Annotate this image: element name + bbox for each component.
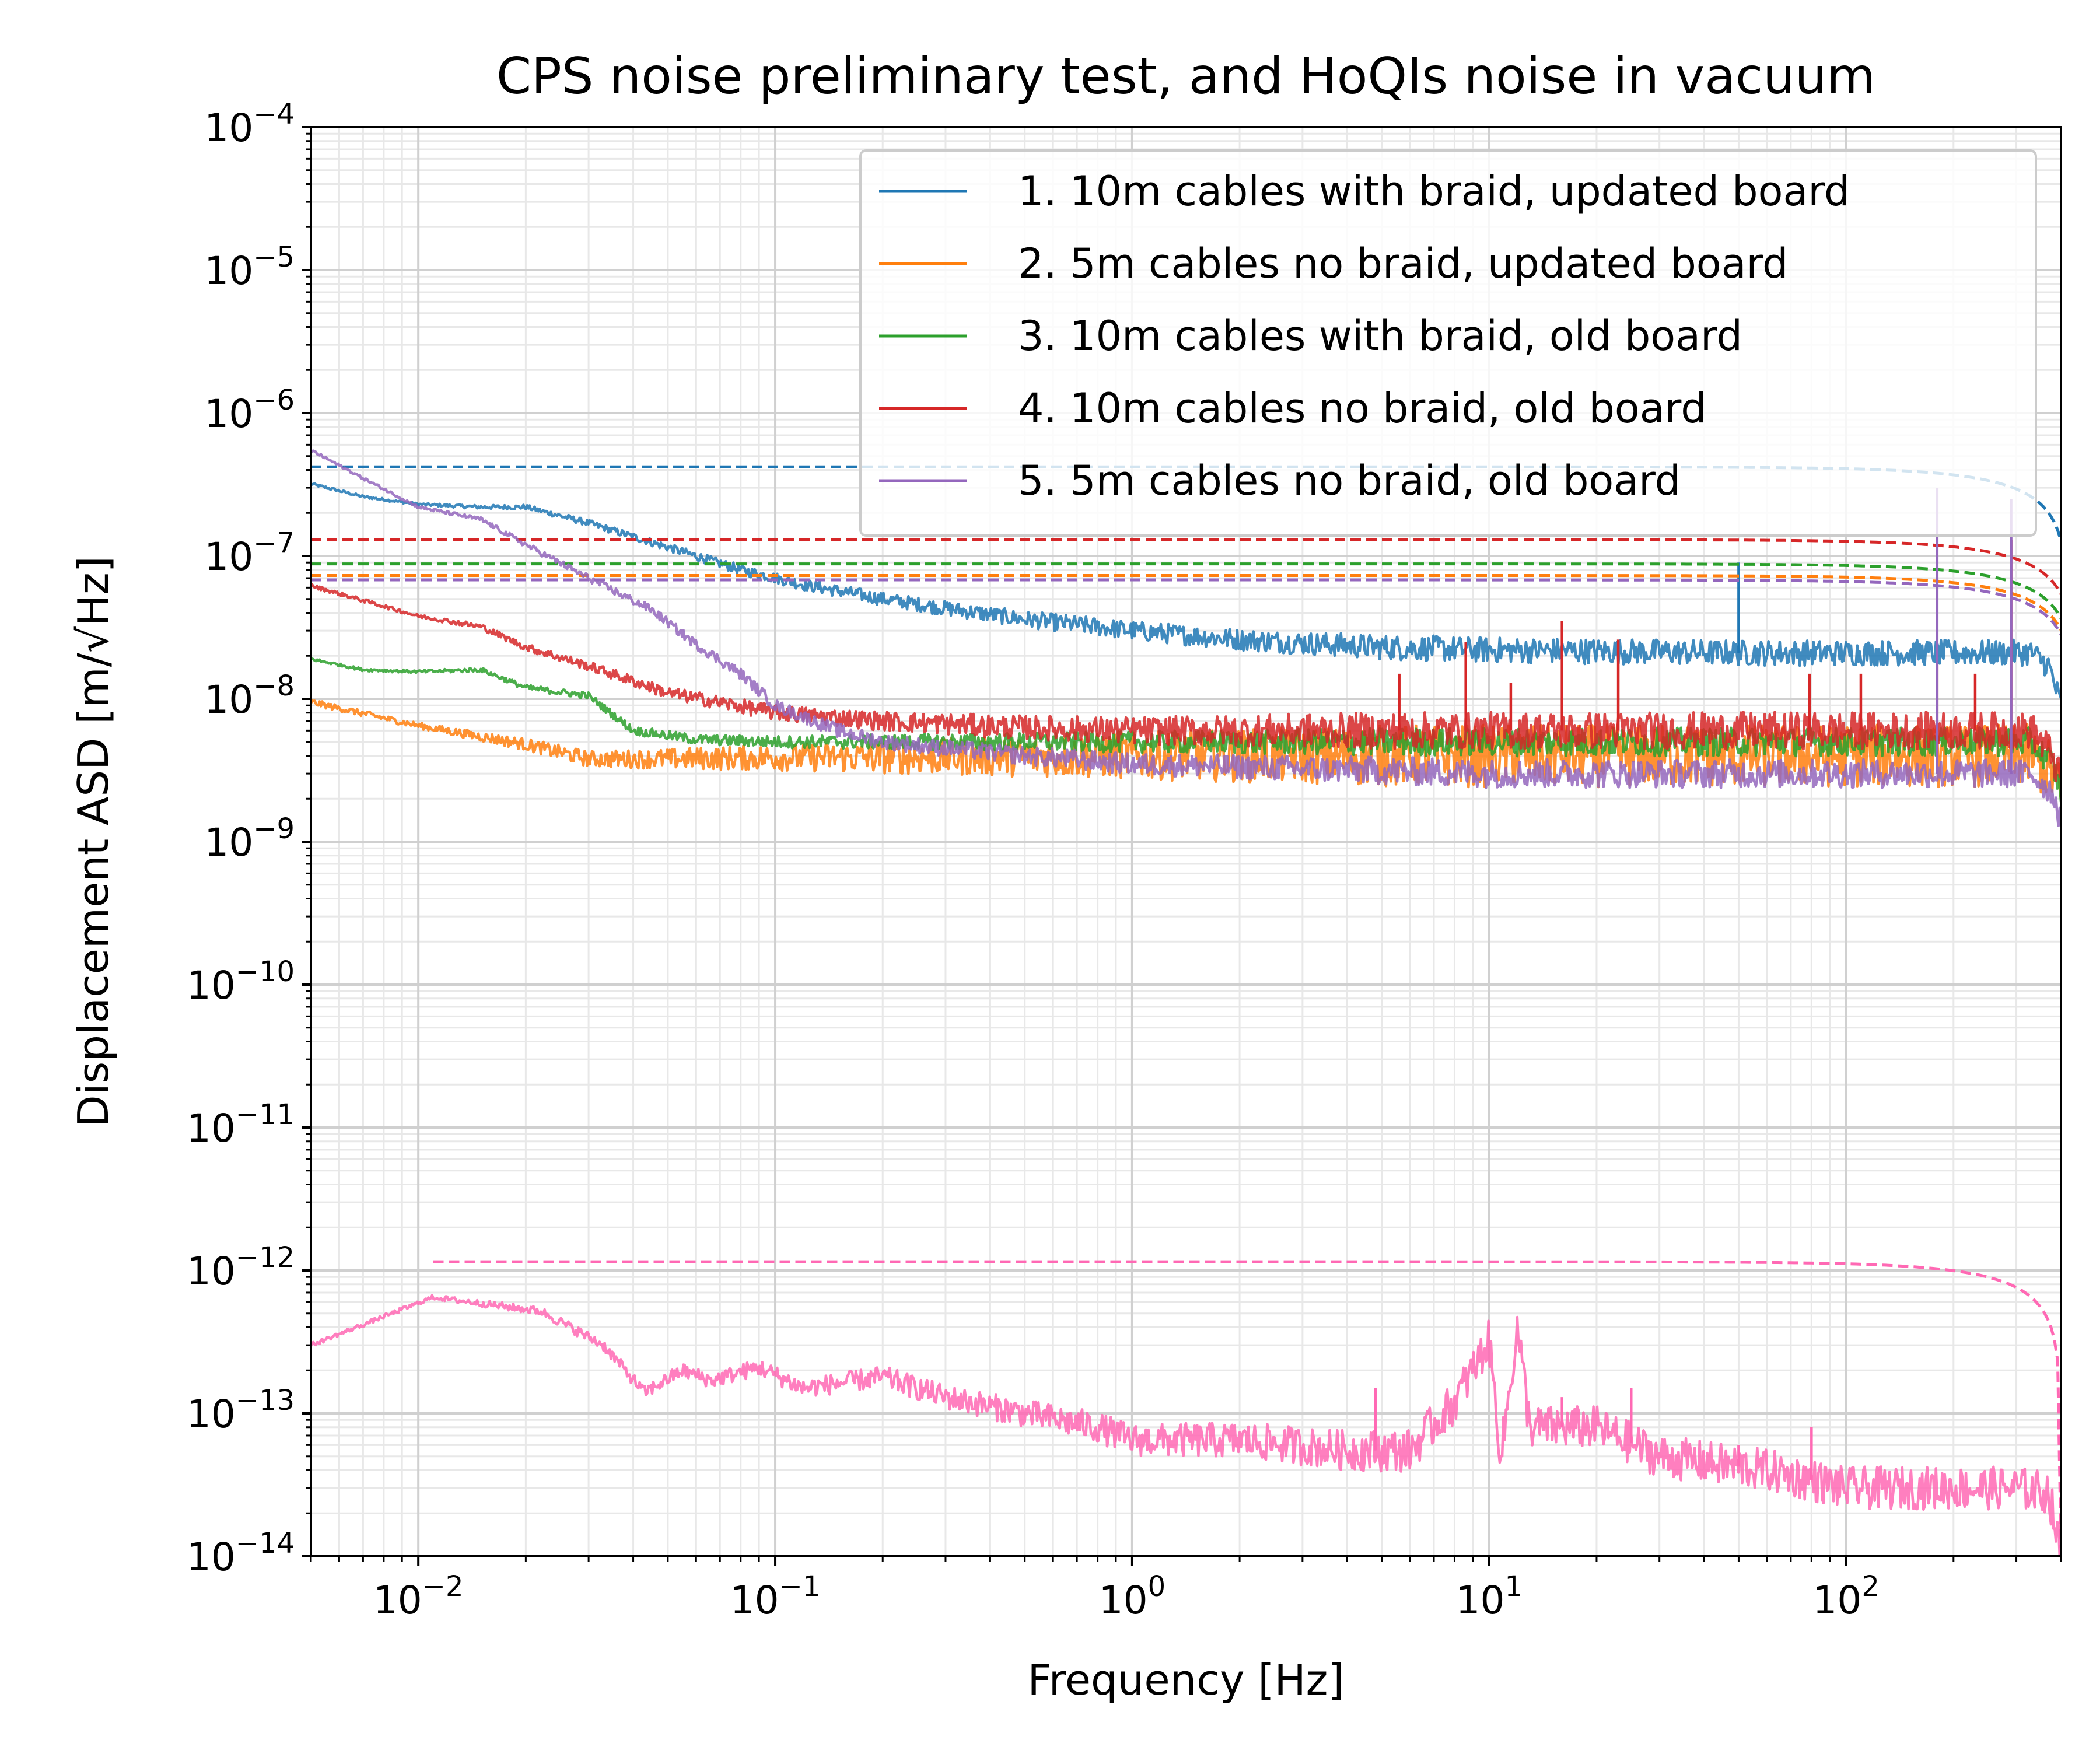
legend-label: 3. 10m cables with braid, old board — [1018, 312, 1742, 360]
x-tick-label: 10−1 — [730, 1570, 821, 1623]
y-tick-label: 10−11 — [187, 1098, 295, 1151]
y-tick-label: 10−10 — [187, 956, 295, 1008]
x-tick-label: 102 — [1812, 1570, 1880, 1623]
series-6-reference-line — [433, 1260, 2061, 1548]
series-5-reference-line — [311, 578, 2061, 635]
y-tick-label: 10−13 — [187, 1384, 295, 1437]
y-tick-label: 10−7 — [204, 527, 295, 579]
x-axis-label: Frequency [Hz] — [1028, 1656, 1345, 1704]
series-1-noise-line — [311, 482, 2061, 699]
series-2-reference-line — [311, 574, 2061, 631]
y-axis-label: Displacement ASD [m/√Hz] — [69, 556, 118, 1128]
legend-label: 2. 5m cables no braid, updated board — [1018, 240, 1788, 288]
axis-ticks: 10−2 10−1 100 101 102 10−4 10−5 10−6 10−7 10−8 10−… — [187, 98, 2062, 1623]
y-tick-label: 10−5 — [204, 241, 295, 293]
legend-box — [859, 149, 2037, 537]
legend: 1. 10m cables with braid, updated board 2… — [859, 149, 2037, 537]
series-6 — [311, 1260, 2061, 1556]
x-tick-label: 100 — [1099, 1570, 1166, 1623]
series-6-noise-line — [311, 1294, 2061, 1556]
series-4-reference-line — [311, 538, 2061, 595]
y-tick-label: 10−12 — [187, 1241, 295, 1294]
legend-label: 5. 5m cables no braid, old board — [1018, 457, 1681, 505]
y-tick-label: 10−8 — [204, 670, 295, 722]
x-tick-label: 10−2 — [373, 1570, 464, 1623]
legend-label: 1. 10m cables with braid, updated board — [1018, 167, 1850, 215]
series-3-reference-line — [311, 562, 2061, 620]
series-5-noise-line — [311, 449, 2061, 827]
series-4-noise-line — [311, 583, 2061, 783]
x-tick-label: 101 — [1455, 1570, 1522, 1623]
y-tick-label: 10−4 — [204, 98, 295, 150]
series-layer — [311, 449, 2061, 1556]
y-tick-label: 10−9 — [204, 813, 295, 865]
series-4 — [311, 538, 2061, 783]
y-tick-label: 10−14 — [187, 1527, 295, 1580]
legend-label: 4. 10m cables no braid, old board — [1018, 384, 1707, 432]
chart-title: CPS noise preliminary test, and HoQIs no… — [496, 47, 1875, 106]
y-tick-label: 10−6 — [204, 384, 295, 436]
